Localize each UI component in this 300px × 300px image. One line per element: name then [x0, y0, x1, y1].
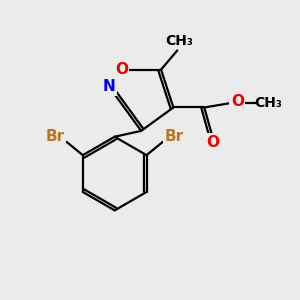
Text: O: O	[207, 135, 220, 150]
Text: CH₃: CH₃	[254, 96, 282, 110]
Text: N: N	[103, 79, 115, 94]
Text: Br: Br	[46, 129, 65, 144]
Text: O: O	[231, 94, 244, 109]
Text: O: O	[115, 62, 128, 77]
Text: CH₃: CH₃	[165, 34, 193, 48]
Text: Br: Br	[164, 129, 184, 144]
